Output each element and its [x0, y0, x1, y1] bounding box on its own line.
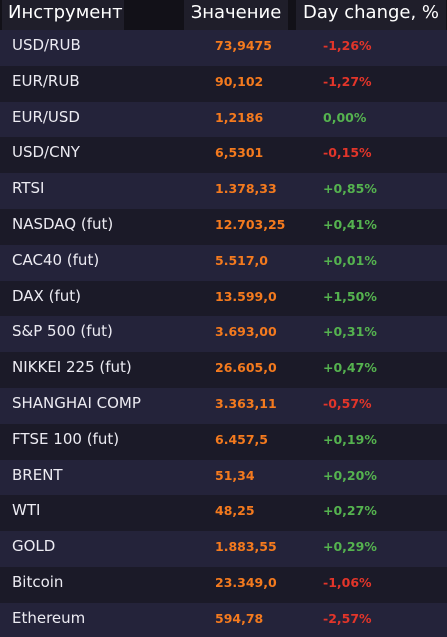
instrument-name: S&P 500 (fut)	[12, 322, 113, 341]
header-value: Значение	[184, 0, 288, 30]
header-instrument: Инструмент	[2, 0, 124, 30]
day-change-value: +0,01%	[323, 252, 377, 268]
instrument-name: WTI	[12, 501, 41, 520]
quotes-table-body: USD/RUB 73,9475 -1,26% EUR/RUB 90,102 -1,27% E…	[0, 30, 447, 637]
instrument-value: 6.457,5	[215, 431, 268, 447]
instrument-value: 5.517,0	[215, 252, 268, 268]
instrument-name: RTSI	[12, 179, 45, 198]
table-row[interactable]: FTSE 100 (fut) 6.457,5 +0,19%	[0, 423, 447, 460]
table-row[interactable]: Ethereum 594,78 -2,57%	[0, 602, 447, 637]
instrument-value: 1.378,33	[215, 181, 277, 197]
table-row[interactable]: USD/RUB 73,9475 -1,26%	[0, 30, 447, 66]
instrument-name: EUR/RUB	[12, 71, 80, 90]
instrument-name: SHANGHAI COMP	[12, 393, 141, 412]
instrument-value: 3.693,00	[215, 324, 277, 340]
table-row[interactable]: Bitcoin 23.349,0 -1,06%	[0, 566, 447, 603]
instrument-value: 90,102	[215, 73, 264, 89]
table-row[interactable]: GOLD 1.883,55 +0,29%	[0, 531, 447, 567]
instrument-value: 51,34	[215, 467, 255, 483]
instrument-name: GOLD	[12, 537, 56, 556]
instrument-name: Ethereum	[12, 608, 86, 627]
day-change-value: +0,85%	[323, 181, 377, 197]
instrument-name: BRENT	[12, 465, 63, 484]
table-row[interactable]: NIKKEI 225 (fut) 26.605,0 +0,47%	[0, 352, 447, 388]
table-row[interactable]: EUR/RUB 90,102 -1,27%	[0, 65, 447, 102]
instrument-name: EUR/USD	[12, 107, 80, 126]
table-row[interactable]: WTI 48,25 +0,27%	[0, 495, 447, 532]
instrument-value: 6,5301	[215, 145, 264, 161]
instrument-name: CAC40 (fut)	[12, 250, 100, 269]
table-row[interactable]: DAX (fut) 13.599,0 +1,50%	[0, 280, 447, 317]
instrument-value: 594,78	[215, 610, 264, 626]
day-change-value: +0,31%	[323, 324, 377, 340]
day-change-value: +1,50%	[323, 288, 377, 304]
instrument-value: 73,9475	[215, 38, 272, 53]
day-change-value: -0,57%	[323, 395, 372, 411]
day-change-value: -0,15%	[323, 145, 372, 161]
instrument-value: 48,25	[215, 503, 255, 519]
day-change-value: -1,06%	[323, 574, 372, 590]
instrument-value: 1.883,55	[215, 539, 277, 555]
day-change-value: -1,27%	[323, 73, 372, 89]
table-row[interactable]: USD/CNY 6,5301 -0,15%	[0, 137, 447, 174]
instrument-name: NASDAQ (fut)	[12, 214, 114, 233]
instrument-name: Bitcoin	[12, 572, 64, 591]
instrument-name: DAX (fut)	[12, 286, 81, 305]
instrument-name: FTSE 100 (fut)	[12, 429, 120, 448]
day-change-value: 0,00%	[323, 109, 367, 125]
table-row[interactable]: BRENT 51,34 +0,20%	[0, 459, 447, 496]
table-row[interactable]: CAC40 (fut) 5.517,0 +0,01%	[0, 244, 447, 281]
day-change-value: +0,27%	[323, 503, 377, 519]
instrument-value: 3.363,11	[215, 395, 277, 411]
day-change-value: +0,41%	[323, 216, 377, 232]
instrument-value: 1,2186	[215, 109, 264, 125]
day-change-value: +0,20%	[323, 467, 377, 483]
day-change-value: -1,26%	[323, 38, 372, 53]
day-change-value: -2,57%	[323, 610, 372, 626]
table-row[interactable]: NASDAQ (fut) 12.703,25 +0,41%	[0, 208, 447, 245]
instrument-value: 26.605,0	[215, 360, 277, 376]
header-day-change: Day change, %	[296, 0, 446, 30]
table-row[interactable]: EUR/USD 1,2186 0,00%	[0, 101, 447, 138]
day-change-value: +0,19%	[323, 431, 377, 447]
table-row[interactable]: SHANGHAI COMP 3.363,11 -0,57%	[0, 387, 447, 424]
instrument-value: 23.349,0	[215, 574, 277, 590]
day-change-value: +0,47%	[323, 360, 377, 376]
instrument-name: USD/CNY	[12, 143, 80, 162]
table-row[interactable]: RTSI 1.378,33 +0,85%	[0, 173, 447, 209]
table-row[interactable]: S&P 500 (fut) 3.693,00 +0,31%	[0, 316, 447, 353]
table-header: Инструмент Значение Day change, %	[0, 0, 447, 30]
instrument-value: 12.703,25	[215, 216, 286, 232]
instrument-value: 13.599,0	[215, 288, 277, 304]
instrument-name: NIKKEI 225 (fut)	[12, 358, 132, 377]
instrument-name: USD/RUB	[12, 36, 81, 54]
day-change-value: +0,29%	[323, 539, 377, 555]
